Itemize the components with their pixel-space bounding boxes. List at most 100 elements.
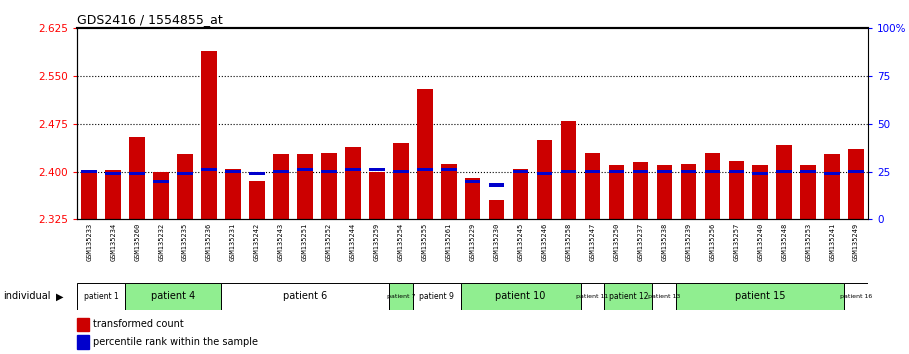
- Bar: [537, 140, 553, 219]
- Bar: [177, 172, 193, 175]
- Text: GSM135255: GSM135255: [422, 223, 428, 261]
- Bar: [561, 170, 576, 173]
- Bar: [656, 165, 672, 219]
- Bar: [633, 162, 648, 219]
- Bar: [464, 179, 481, 183]
- Bar: [653, 283, 676, 310]
- Text: patient 12: patient 12: [609, 292, 648, 301]
- Bar: [728, 170, 744, 173]
- Bar: [633, 170, 648, 173]
- Text: GSM135237: GSM135237: [637, 223, 644, 261]
- Bar: [201, 51, 217, 219]
- Bar: [704, 153, 720, 219]
- Bar: [249, 181, 265, 219]
- Bar: [581, 283, 604, 310]
- Text: patient 15: patient 15: [735, 291, 785, 302]
- Text: GDS2416 / 1554855_at: GDS2416 / 1554855_at: [77, 13, 223, 26]
- Bar: [345, 148, 361, 219]
- Text: individual: individual: [3, 291, 50, 302]
- Bar: [177, 154, 193, 219]
- Text: percentile rank within the sample: percentile rank within the sample: [93, 337, 258, 347]
- Bar: [125, 283, 221, 310]
- Bar: [753, 172, 768, 175]
- Bar: [776, 145, 792, 219]
- Bar: [844, 283, 868, 310]
- Bar: [776, 170, 792, 173]
- Bar: [753, 165, 768, 219]
- Bar: [728, 161, 744, 219]
- Bar: [681, 170, 696, 173]
- Bar: [369, 168, 385, 171]
- Text: GSM135248: GSM135248: [781, 223, 787, 261]
- Text: GSM135232: GSM135232: [158, 223, 165, 261]
- Bar: [513, 169, 528, 219]
- Text: GSM135260: GSM135260: [135, 223, 140, 261]
- Bar: [129, 172, 145, 175]
- Text: GSM135241: GSM135241: [829, 223, 835, 261]
- Bar: [604, 283, 653, 310]
- Text: GSM135256: GSM135256: [709, 223, 715, 261]
- Bar: [154, 179, 169, 183]
- Bar: [441, 164, 456, 219]
- Text: GSM135234: GSM135234: [110, 223, 116, 261]
- Text: GSM135247: GSM135247: [590, 223, 595, 261]
- Bar: [584, 153, 600, 219]
- Bar: [274, 170, 289, 173]
- Bar: [513, 170, 528, 173]
- Text: GSM135238: GSM135238: [662, 223, 667, 261]
- Bar: [609, 165, 624, 219]
- Text: GSM135229: GSM135229: [470, 223, 475, 261]
- Bar: [369, 172, 385, 219]
- Text: patient 1: patient 1: [84, 292, 118, 301]
- Text: patient 13: patient 13: [648, 294, 681, 299]
- Bar: [105, 172, 121, 175]
- Text: GSM135252: GSM135252: [326, 223, 332, 261]
- Text: GSM135240: GSM135240: [757, 223, 764, 261]
- Bar: [704, 170, 720, 173]
- Text: patient 7: patient 7: [386, 294, 415, 299]
- Text: GSM135233: GSM135233: [86, 223, 92, 261]
- Bar: [297, 154, 313, 219]
- Bar: [464, 178, 481, 219]
- Text: GSM135235: GSM135235: [182, 223, 188, 261]
- Bar: [393, 170, 408, 173]
- Bar: [321, 153, 336, 219]
- Text: patient 4: patient 4: [151, 291, 195, 302]
- Bar: [461, 283, 581, 310]
- Text: patient 9: patient 9: [419, 292, 454, 301]
- Text: GSM135230: GSM135230: [494, 223, 500, 261]
- Text: GSM135231: GSM135231: [230, 223, 236, 261]
- Bar: [225, 170, 241, 173]
- Text: GSM135261: GSM135261: [445, 223, 452, 261]
- Bar: [537, 172, 553, 175]
- Bar: [441, 168, 456, 171]
- Text: patient 16: patient 16: [840, 294, 873, 299]
- Text: GSM135242: GSM135242: [254, 223, 260, 261]
- Bar: [274, 154, 289, 219]
- Text: GSM135245: GSM135245: [517, 223, 524, 261]
- Text: GSM135236: GSM135236: [206, 223, 212, 261]
- Text: patient 6: patient 6: [283, 291, 327, 302]
- Text: GSM135257: GSM135257: [734, 223, 739, 261]
- Bar: [801, 170, 816, 173]
- Bar: [417, 168, 433, 171]
- Text: GSM135243: GSM135243: [278, 223, 284, 261]
- Bar: [489, 200, 504, 219]
- Bar: [82, 170, 97, 219]
- Bar: [389, 283, 413, 310]
- Bar: [249, 172, 265, 175]
- Bar: [489, 183, 504, 187]
- Bar: [77, 335, 89, 349]
- Bar: [848, 170, 864, 173]
- Bar: [225, 169, 241, 219]
- Bar: [82, 170, 97, 173]
- Text: GSM135244: GSM135244: [350, 223, 355, 261]
- Bar: [154, 172, 169, 219]
- Bar: [417, 89, 433, 219]
- Bar: [676, 283, 844, 310]
- Text: GSM135250: GSM135250: [614, 223, 619, 261]
- Text: patient 11: patient 11: [576, 294, 609, 299]
- Bar: [824, 154, 840, 219]
- Bar: [201, 168, 217, 171]
- Bar: [321, 170, 336, 173]
